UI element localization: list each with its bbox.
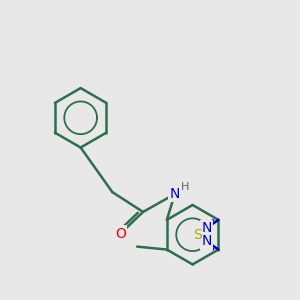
Text: S: S xyxy=(193,228,202,242)
Text: H: H xyxy=(181,182,189,192)
Text: N: N xyxy=(169,187,180,201)
Text: O: O xyxy=(115,227,126,241)
Text: N: N xyxy=(202,221,212,235)
Text: N: N xyxy=(202,234,212,248)
